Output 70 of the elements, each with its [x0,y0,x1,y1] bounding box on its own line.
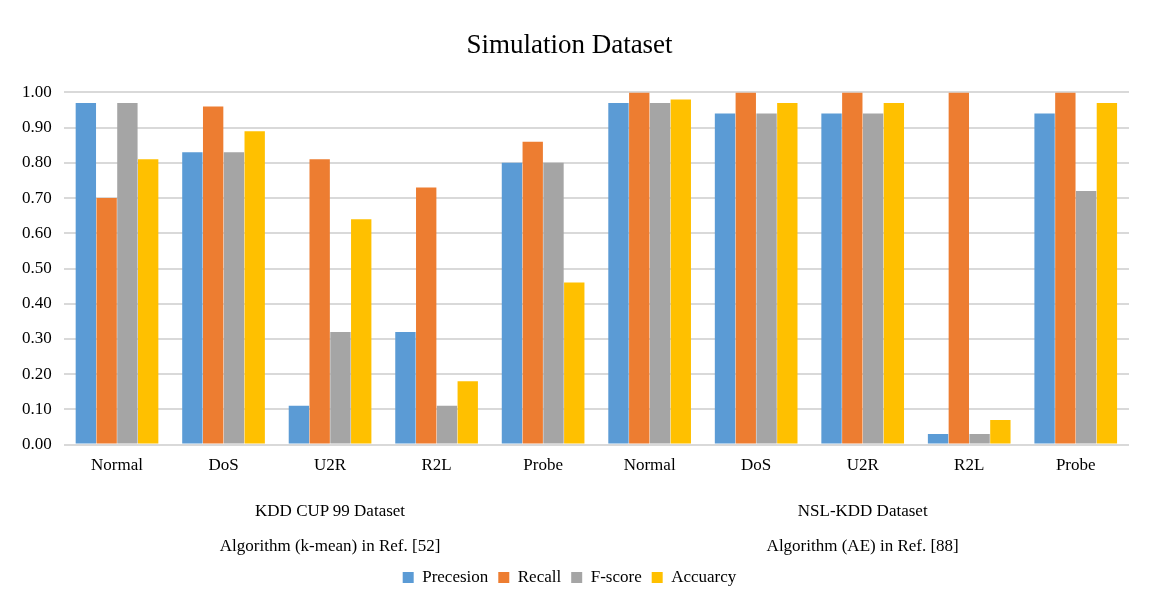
legend-label: Precesion [422,566,489,586]
y-tick-label: 0.00 [22,434,52,454]
x-tick-label: DoS [208,455,239,475]
bar [883,102,905,444]
legend-label: F-score [590,566,642,586]
bar [990,419,1011,444]
bar [1055,92,1076,444]
bar [309,159,330,444]
bar [522,141,543,444]
bar [543,162,564,444]
bar [629,92,650,444]
y-tick-label: 0.50 [22,257,52,277]
x-tick-label: U2R [314,455,347,475]
bar [330,331,351,444]
bar [351,219,372,444]
y-tick-label: 0.80 [22,152,52,172]
bar [1034,113,1055,444]
y-tick-label: 0.30 [22,328,52,348]
bar [288,405,310,444]
bar [501,162,523,444]
text: Algorithm (AE) in Ref. [88] [766,536,959,556]
y-tick-label: 0.20 [22,363,52,383]
chart-title: Simulation Dataset [466,29,674,60]
bar [862,113,884,444]
bar [714,113,736,444]
bar [1075,191,1097,444]
x-tick-label: Normal [91,455,144,475]
bar [395,331,416,444]
bar [756,113,777,444]
bar [777,102,798,444]
bar [948,92,970,444]
bar [416,187,437,444]
bar [969,434,990,444]
bar [75,102,97,444]
x-tick-label: U2R [846,455,880,475]
bar [821,113,842,444]
x-tick-label: R2L [421,455,452,475]
y-tick-label: 0.90 [22,117,52,137]
x-tick-label: R2L [954,455,985,475]
bar [137,159,159,444]
x-tick-label: Probe [523,455,563,475]
y-tick-label: 1.00 [22,81,52,101]
bar [564,282,585,444]
y-tick-label: 0.40 [22,293,52,313]
bar [223,152,245,444]
bar [244,131,265,444]
legend-label: Recall [517,566,562,586]
bar [436,405,458,444]
legend-label: Accuarcy [671,566,737,586]
bar [927,434,949,444]
bar [735,92,756,444]
text: KDD CUP 99 Dataset [255,501,406,521]
bar [182,152,203,444]
bar [670,99,691,444]
bar [96,198,117,444]
bar [117,102,138,444]
bar [202,106,224,444]
y-tick-label: 0.10 [22,398,52,418]
bar [608,102,629,444]
x-tick-label: Probe [1055,455,1096,475]
bar [842,92,863,444]
x-tick-label: DoS [741,455,772,475]
y-tick-label: 0.70 [22,187,52,207]
text: NSL-KDD Dataset [797,501,928,521]
text: Algorithm (k-mean) in Ref. [52] [219,536,441,556]
bar [457,381,478,444]
x-tick-label: Normal [623,455,676,475]
bar [1096,102,1118,444]
bar [649,102,671,444]
y-tick-label: 0.60 [22,222,52,242]
